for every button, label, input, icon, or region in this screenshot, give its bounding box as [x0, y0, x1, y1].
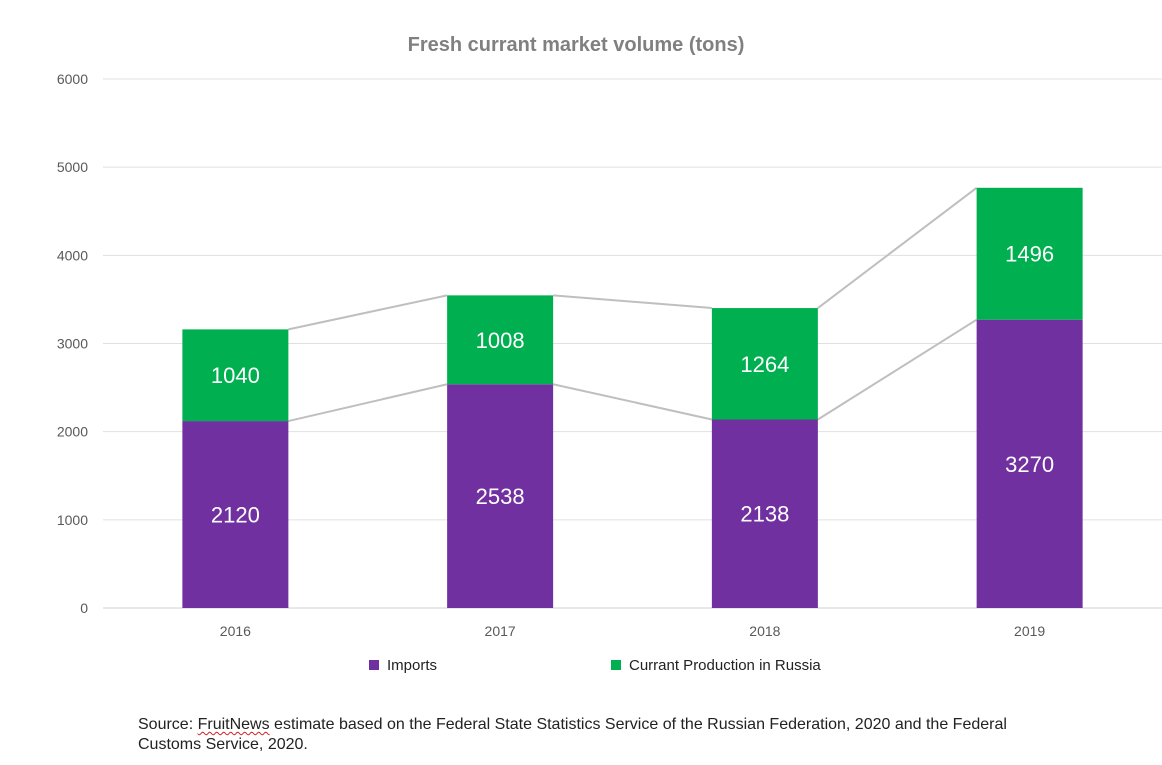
y-tick-label: 1000 [57, 512, 88, 528]
source-note: Source: FruitNews estimate based on the … [138, 715, 1018, 755]
bar-production-2017 [447, 295, 554, 385]
bar-production-2019 [976, 187, 1083, 320]
bars [182, 187, 1083, 608]
data-labels: 2120 1040 2538 1008 2138 1264 3270 1496 [211, 242, 1054, 528]
data-label: 1264 [740, 352, 789, 377]
y-tick-label: 3000 [57, 336, 88, 352]
legend-label: Imports [387, 657, 437, 674]
data-label: 2538 [476, 484, 525, 509]
series-line [817, 318, 978, 421]
data-label: 1496 [1005, 242, 1054, 267]
x-tick-label: 2019 [1014, 623, 1045, 639]
y-tick-label: 6000 [57, 71, 88, 87]
legend: Imports Currant Production in Russia [369, 657, 821, 674]
data-label: 3270 [1005, 452, 1054, 477]
source-publisher: FruitNews [197, 716, 270, 733]
y-tick-label: 4000 [57, 247, 88, 263]
legend-swatch [369, 660, 379, 670]
data-label: 1008 [476, 328, 525, 353]
x-axis: 2016 2017 2018 2019 [220, 623, 1046, 639]
data-label: 1040 [211, 363, 260, 388]
bar-production-2016 [182, 329, 289, 422]
chart-title: Fresh currant market volume (tons) [408, 34, 745, 56]
bar-imports-2016 [182, 421, 289, 608]
legend-label: Currant Production in Russia [629, 657, 821, 674]
data-label: 2138 [740, 502, 789, 527]
series-line [552, 383, 713, 421]
data-label: 2120 [211, 503, 260, 528]
series-line [288, 383, 448, 423]
series-line [817, 187, 978, 309]
y-tick-label: 2000 [57, 424, 88, 440]
bar-imports-2017 [447, 384, 554, 608]
y-tick-label: 0 [80, 600, 88, 616]
x-tick-label: 2016 [220, 623, 251, 639]
bar-imports-2019 [976, 319, 1083, 608]
series-line [553, 294, 712, 310]
series-line [288, 294, 448, 331]
x-tick-label: 2017 [485, 623, 516, 639]
series-lines [288, 187, 978, 423]
x-tick-label: 2018 [749, 623, 780, 639]
source-prefix: Source: [138, 716, 198, 733]
legend-swatch [611, 660, 621, 670]
y-tick-label: 5000 [57, 159, 88, 175]
bar-imports-2018 [711, 419, 818, 608]
bar-production-2018 [711, 308, 818, 420]
source-rest: estimate based on the Federal State Stat… [138, 716, 1007, 753]
y-axis: 0 1000 2000 3000 4000 5000 6000 [57, 71, 88, 616]
